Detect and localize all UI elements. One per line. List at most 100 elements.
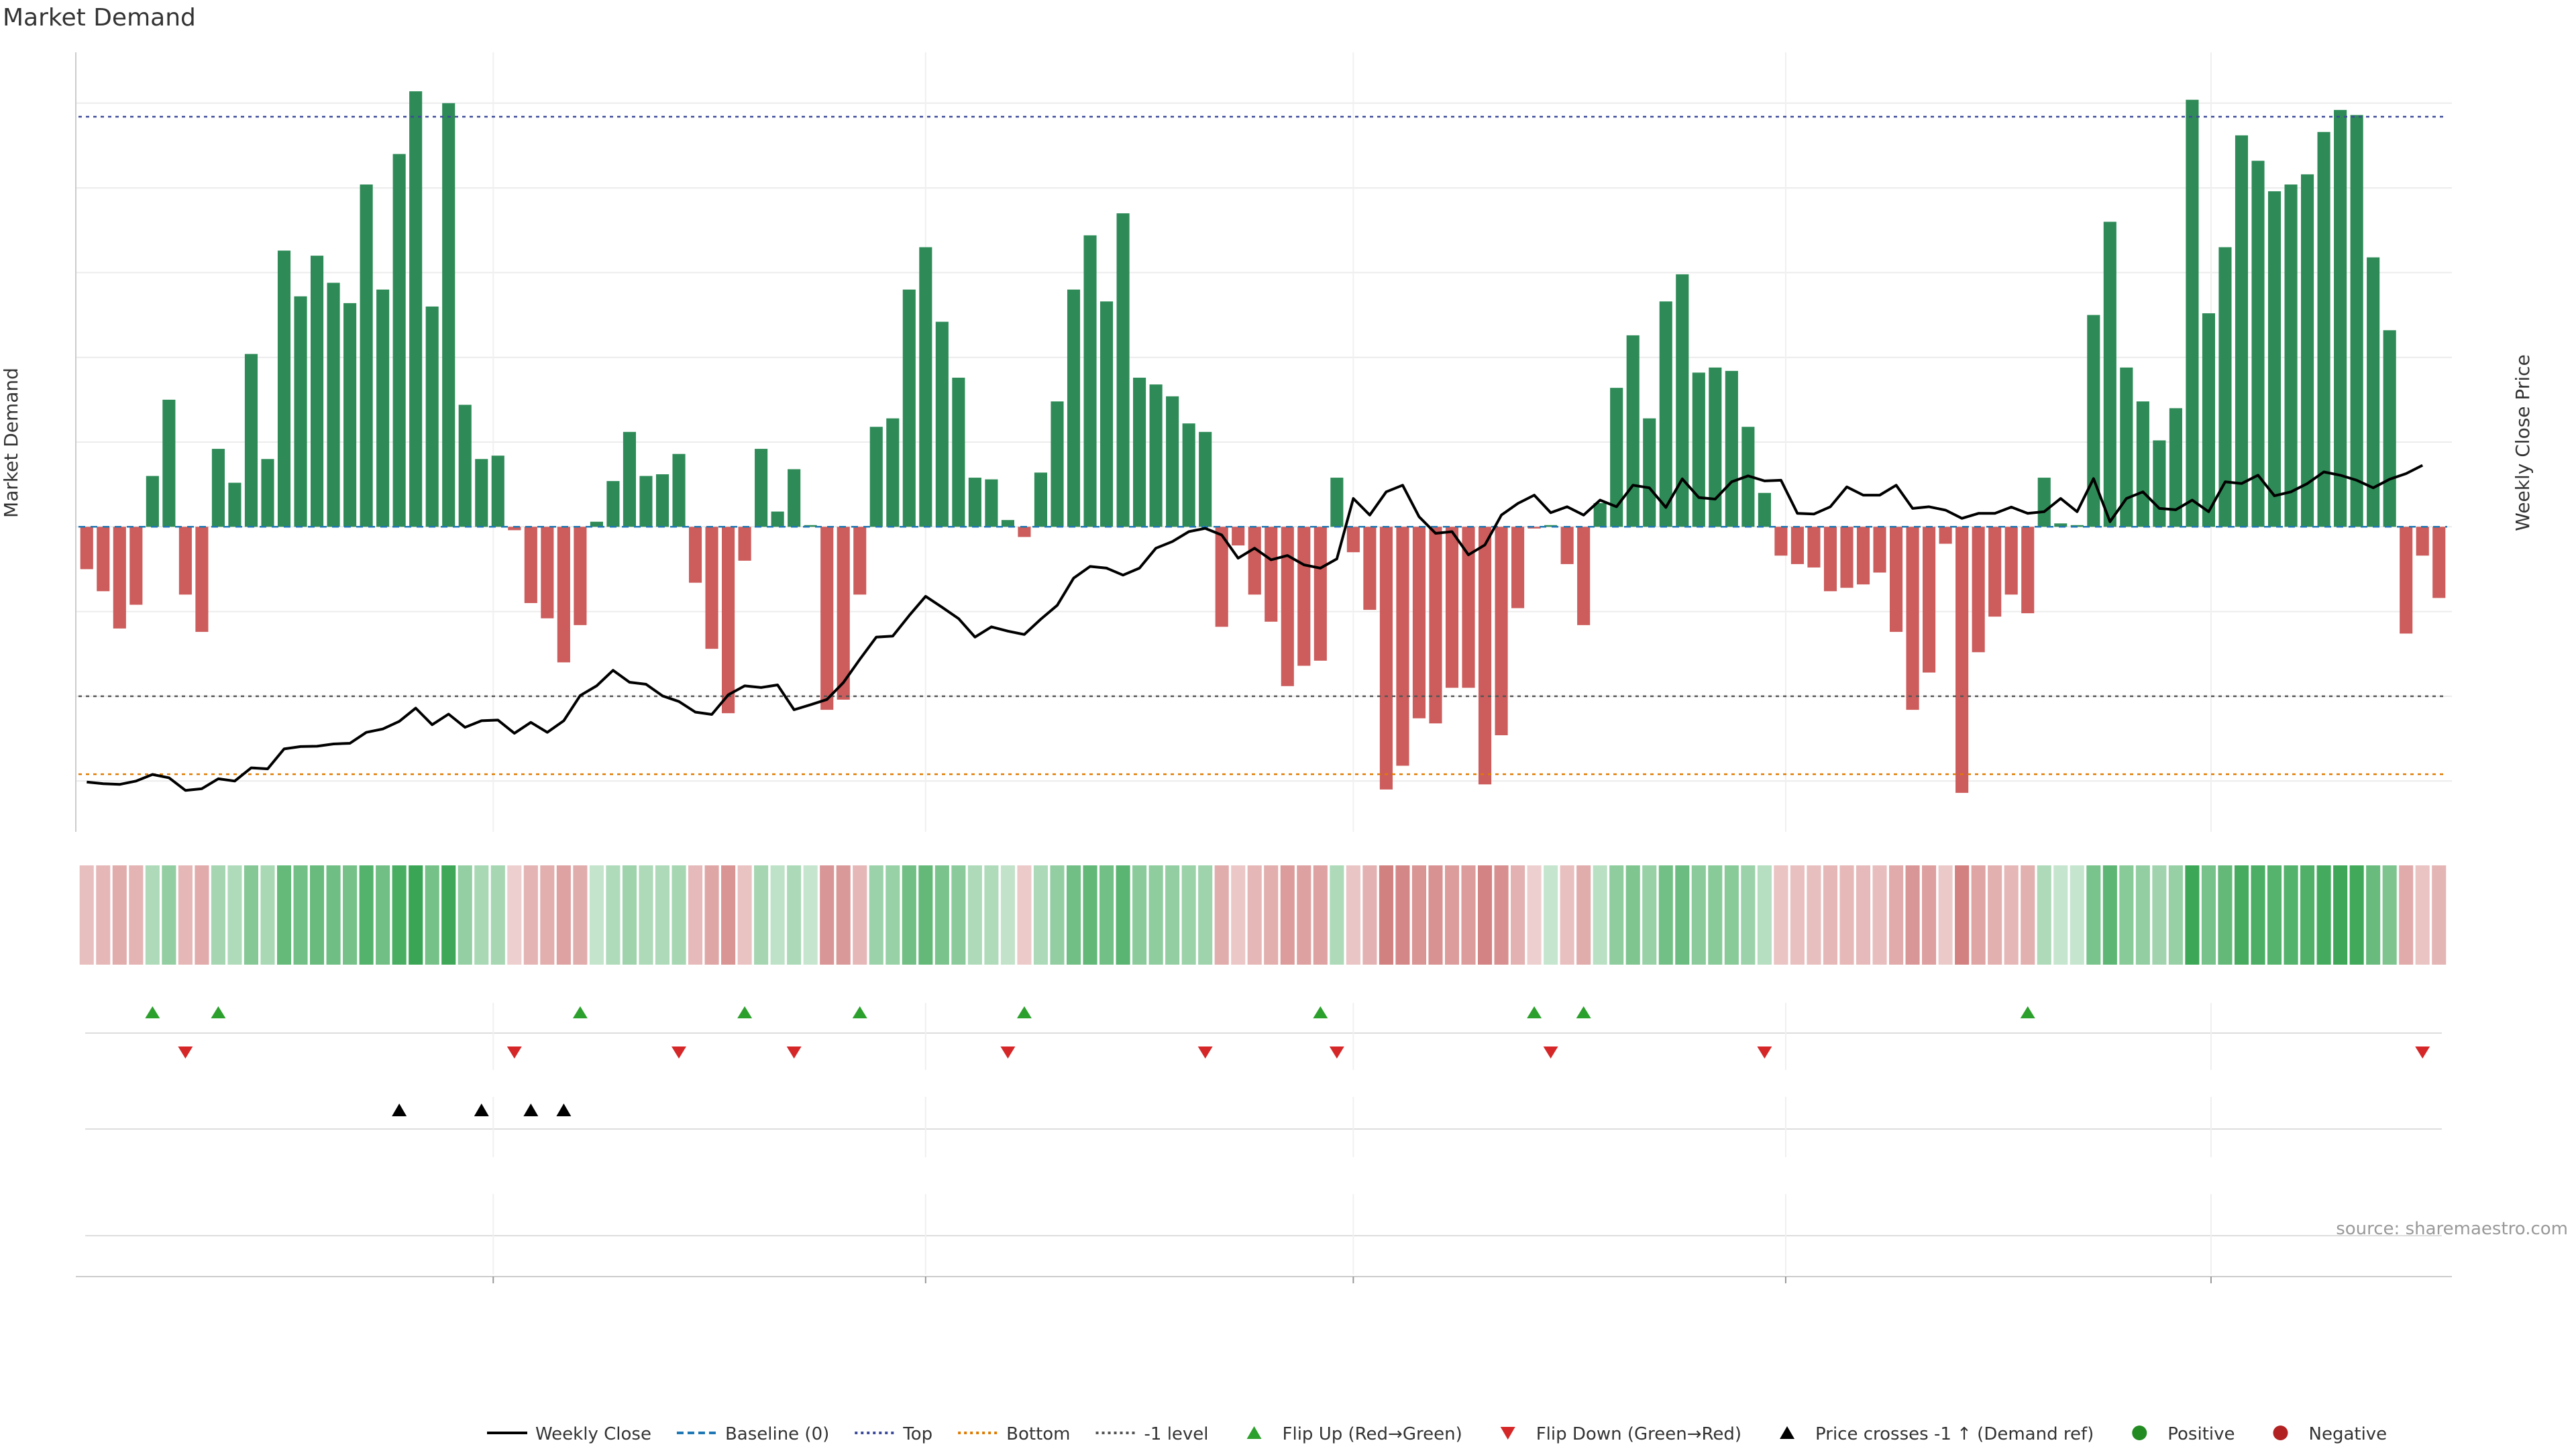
demand-bar <box>360 184 373 527</box>
demand-bar <box>2317 131 2330 527</box>
demand-bar <box>2432 527 2446 598</box>
demand-bar <box>2136 401 2149 527</box>
demand-bar <box>2120 367 2133 527</box>
demand-bar <box>2334 109 2347 527</box>
demand-bar <box>2350 115 2363 527</box>
demand-bar <box>195 527 209 632</box>
heat-cell <box>1790 865 1805 965</box>
heat-cell <box>1395 865 1410 965</box>
demand-bar <box>425 306 439 527</box>
demand-bar <box>1462 527 1475 688</box>
heat-cell <box>934 865 949 965</box>
demand-bar <box>688 527 702 583</box>
legend-label: Negative <box>2309 1424 2387 1444</box>
heat-cell <box>244 865 259 965</box>
demand-bar <box>1544 525 1558 527</box>
demand-bar <box>491 455 504 527</box>
heat-cell <box>2168 865 2183 965</box>
demand-bar <box>1099 301 1114 527</box>
demand-bar <box>2267 191 2282 527</box>
heat-cell <box>885 865 900 965</box>
heat-cell <box>1527 865 1542 965</box>
heat-cell <box>1839 865 1854 965</box>
heat-cell <box>1675 865 1690 965</box>
heat-cell <box>343 865 358 965</box>
demand-bar <box>1363 527 1377 610</box>
demand-bar <box>1939 527 1952 544</box>
heat-cell <box>1181 865 1196 965</box>
heat-cell <box>1379 865 1393 965</box>
demand-bar <box>113 527 126 629</box>
heat-cell <box>1297 865 1311 965</box>
demand-bar <box>2416 527 2429 556</box>
demand-bar <box>2251 160 2265 527</box>
demand-bar <box>952 378 965 527</box>
demand-bar <box>541 527 554 619</box>
demand-bar <box>475 459 488 527</box>
legend-label: Baseline (0) <box>725 1424 829 1444</box>
heat-cell <box>2267 865 2282 965</box>
demand-bar <box>442 103 455 527</box>
heat-cell <box>1609 865 1624 965</box>
demand-bar <box>1725 370 1738 527</box>
demand-bar <box>162 399 176 527</box>
demand-bar <box>1083 235 1097 527</box>
heat-cell <box>1494 865 1509 965</box>
demand-bar <box>1511 527 1525 608</box>
demand-bar <box>1676 274 1689 527</box>
empty-signal-panel <box>85 1194 2442 1275</box>
heat-cell <box>803 865 818 965</box>
heat-cell <box>1971 865 1986 965</box>
heat-cell <box>836 865 851 965</box>
demand-bar <box>2235 135 2249 527</box>
demand-bar <box>1379 527 1393 790</box>
demand-bar <box>705 527 718 649</box>
heat-cell <box>2284 865 2298 965</box>
demand-bar <box>902 289 916 527</box>
heat-cell <box>1330 865 1344 965</box>
demand-bar <box>1840 527 1854 588</box>
heat-cell <box>2382 865 2397 965</box>
demand-bar <box>392 154 406 527</box>
heat-cell <box>1625 865 1640 965</box>
heat-cell <box>622 865 637 965</box>
heat-cell <box>523 865 538 965</box>
flip-up-marker <box>1527 1006 1542 1018</box>
demand-bar <box>738 527 751 561</box>
demand-bar <box>2284 184 2298 527</box>
demand-bar <box>1001 520 1014 527</box>
demand-bar <box>1346 527 1360 553</box>
heat-cell <box>1231 865 1246 965</box>
heat-cell <box>754 865 769 965</box>
heat-cell <box>1955 865 1970 965</box>
weekly-close-line <box>87 464 2424 792</box>
price-cross-marker <box>392 1104 407 1116</box>
heat-cell <box>441 865 456 965</box>
heat-cell <box>1938 865 1953 965</box>
heat-cell <box>721 865 736 965</box>
demand-panel <box>75 52 2452 832</box>
demand-bar <box>1182 423 1195 527</box>
demand-bar <box>2153 440 2166 527</box>
demand-bar <box>1790 527 1804 564</box>
heat-cell <box>2185 865 2200 965</box>
demand-bar <box>919 247 932 527</box>
heat-cell <box>409 865 423 965</box>
demand-bar <box>1478 527 1492 785</box>
demand-bar <box>1923 527 1936 673</box>
heat-cell <box>129 865 144 965</box>
x-axis <box>76 1276 2452 1283</box>
demand-bar <box>771 511 784 527</box>
heat-cell <box>787 865 802 965</box>
heat-cell <box>1889 865 1904 965</box>
heat-cell <box>2415 865 2430 965</box>
price-cross-marker <box>556 1104 572 1116</box>
flip-up-marker <box>2020 1006 2035 1018</box>
heat-cell <box>112 865 127 965</box>
legend-label: Top <box>902 1424 932 1444</box>
heat-cell <box>1033 865 1049 965</box>
price-cross-marker <box>474 1104 489 1116</box>
heat-cell <box>1017 865 1032 965</box>
heat-cell <box>704 865 719 965</box>
heat-cell <box>96 865 111 965</box>
